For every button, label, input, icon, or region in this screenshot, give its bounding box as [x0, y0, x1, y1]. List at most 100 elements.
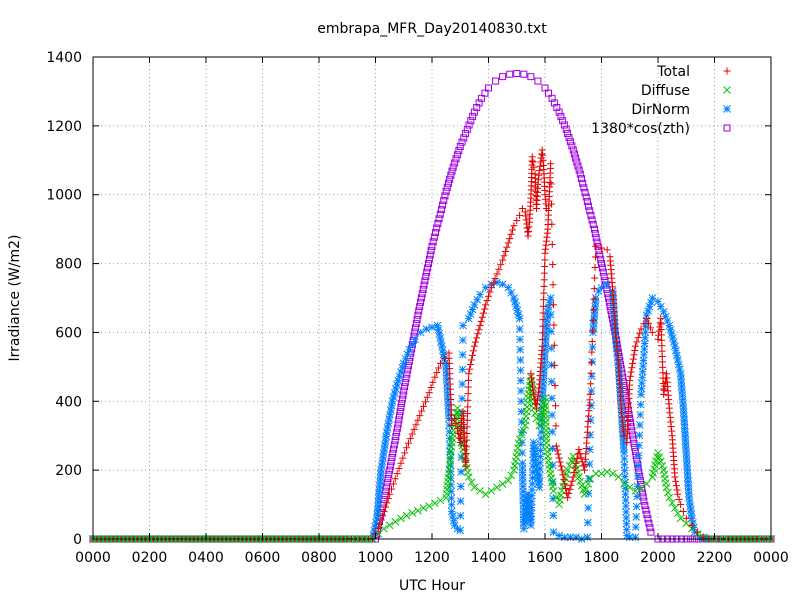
data-point	[634, 451, 643, 460]
data-point	[516, 335, 524, 344]
data-point	[631, 347, 639, 355]
data-point	[463, 416, 471, 424]
legend-marker	[723, 67, 731, 75]
data-point	[530, 390, 538, 398]
data-point	[683, 465, 692, 474]
data-point	[394, 420, 402, 428]
tick-label-layer: 0000 0200 0400 0600 0800 1000 1200 1400 1600 1800…	[46, 50, 788, 566]
data-point	[453, 425, 461, 433]
data-point	[575, 445, 583, 453]
data-point	[663, 317, 672, 325]
data-point	[527, 73, 535, 81]
data-point	[635, 421, 644, 429]
data-point	[449, 163, 457, 171]
data-point	[403, 370, 411, 378]
data-point	[395, 372, 404, 381]
data-point	[551, 361, 559, 369]
data-point	[528, 491, 536, 500]
data-point	[629, 359, 637, 367]
data-point	[639, 493, 647, 501]
data-point	[498, 480, 507, 488]
data-point	[576, 170, 584, 178]
data-point	[626, 372, 634, 380]
data-point	[458, 380, 467, 388]
data-point	[573, 158, 581, 166]
data-point	[383, 479, 391, 487]
data-point	[427, 247, 435, 255]
data-point	[439, 201, 447, 209]
data-point	[552, 493, 561, 502]
data-point	[386, 490, 394, 498]
data-point	[550, 341, 558, 349]
data-point	[587, 211, 595, 219]
data-point	[559, 471, 567, 479]
y-tick-label: 200	[55, 463, 82, 479]
data-point	[532, 414, 541, 423]
data-point	[378, 457, 387, 466]
data-point	[642, 480, 651, 488]
data-point	[375, 490, 383, 499]
data-point	[387, 401, 396, 410]
data-point	[587, 387, 596, 395]
data-point	[467, 117, 475, 125]
data-point	[529, 382, 537, 390]
data-point	[628, 364, 636, 372]
data-point	[373, 510, 382, 519]
data-point	[541, 84, 549, 92]
data-point	[506, 70, 514, 78]
data-point	[499, 256, 507, 264]
data-point	[682, 514, 690, 522]
data-point	[456, 526, 465, 535]
data-point	[548, 94, 556, 102]
data-point	[455, 434, 463, 442]
data-point	[539, 329, 547, 337]
data-point	[527, 509, 536, 518]
data-point	[465, 121, 473, 129]
data-point	[501, 248, 509, 256]
data-point	[517, 430, 526, 439]
data-point	[573, 455, 581, 463]
data-point	[458, 138, 466, 146]
legend-marker	[723, 86, 731, 94]
data-point	[640, 320, 648, 328]
data-point	[482, 301, 490, 309]
data-point	[528, 485, 536, 494]
data-point	[588, 216, 596, 224]
data-point	[620, 454, 629, 463]
data-point	[660, 386, 668, 394]
data-point	[599, 268, 607, 276]
data-point	[459, 336, 467, 345]
data-point	[384, 495, 392, 503]
data-point	[374, 494, 383, 503]
data-point	[528, 378, 536, 386]
x-tick-label: 2000	[640, 550, 676, 566]
data-point	[569, 473, 577, 481]
data-point	[462, 463, 471, 472]
data-point	[397, 459, 405, 467]
data-point	[630, 351, 638, 359]
data-point	[457, 482, 465, 491]
data-point	[516, 356, 525, 364]
data-point	[527, 374, 535, 382]
data-point	[646, 324, 654, 332]
data-point	[464, 403, 472, 411]
data-point	[552, 422, 560, 430]
data-point	[527, 503, 536, 512]
data-point	[516, 345, 525, 354]
data-point	[417, 294, 425, 302]
data-point	[671, 504, 679, 512]
data-point	[686, 502, 695, 510]
data-point	[541, 263, 549, 271]
data-point	[688, 521, 696, 529]
data-point	[419, 285, 427, 293]
data-point	[433, 369, 441, 377]
data-point	[397, 514, 405, 523]
data-point	[582, 193, 590, 201]
data-point	[592, 242, 600, 250]
data-point	[587, 369, 595, 377]
data-point	[658, 461, 667, 470]
data-point	[656, 457, 665, 466]
data-point	[485, 84, 492, 92]
data-point	[451, 159, 459, 167]
data-point	[529, 386, 537, 394]
